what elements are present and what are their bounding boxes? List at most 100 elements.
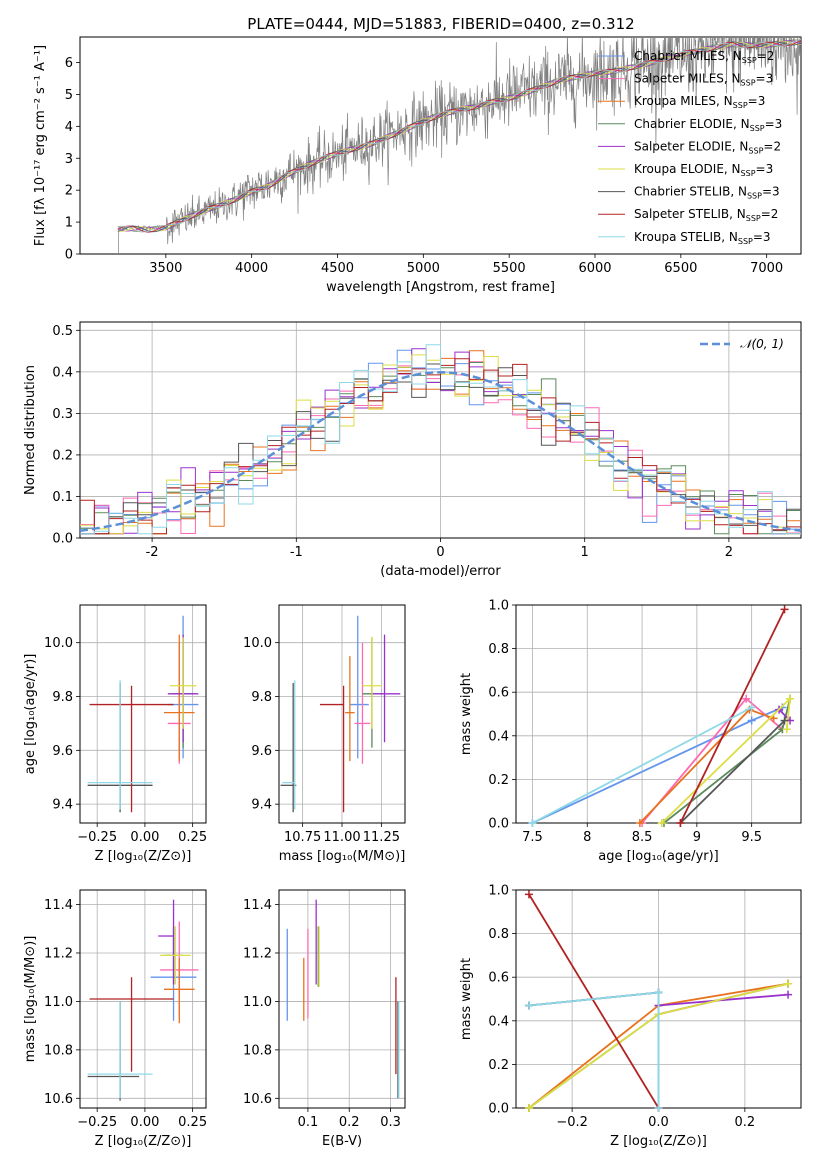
- x-tick-label: 9: [693, 830, 701, 845]
- y-tick-label: 11.0: [44, 995, 73, 1010]
- legend-label: Salpeter MILES, NSSP=3: [634, 72, 773, 88]
- weight-marker: [780, 716, 789, 725]
- errorbar: [362, 637, 383, 748]
- y-tick-label: 0: [65, 248, 73, 263]
- errorbar: [169, 637, 197, 729]
- x-axis-label: wavelength [Angstrom, rest frame]: [326, 280, 555, 295]
- age_vs_weight-frame: [515, 604, 802, 824]
- weight-marker: [786, 694, 795, 703]
- weight-marker: [784, 990, 793, 999]
- legend-label: Salpeter STELIB, NSSP=2: [634, 207, 778, 223]
- x-tick-label: 5500: [493, 261, 526, 276]
- weight-marker: [635, 819, 644, 827]
- y-tick-label: 0.4: [488, 729, 509, 744]
- ebv_vs_mass-frame: [278, 889, 406, 1109]
- errorbar: [158, 899, 175, 985]
- x-tick-label: −0.25: [77, 1115, 117, 1130]
- z_vs_age-frame: [79, 604, 207, 824]
- errorbar: [89, 977, 174, 1072]
- y-tick-label: 9.6: [52, 744, 73, 759]
- y-tick-label: 9.4: [52, 798, 73, 813]
- x-tick-label: 8: [583, 830, 591, 845]
- weight-marker: [780, 605, 789, 614]
- errorbar: [371, 634, 401, 743]
- x-tick-label: 7000: [750, 261, 783, 276]
- weight-marker: [782, 725, 791, 734]
- y-axis-label: mass weight: [459, 673, 474, 755]
- model-spectrum-line: [117, 41, 801, 233]
- mass_vs_age-axes: 10.75 11.00 11.25 9.4 9.6 9.8 10.0 mass [log₁₀(…: [243, 604, 406, 864]
- weight-marker: [657, 819, 666, 827]
- y-tick-label: 0.2: [488, 1058, 509, 1073]
- x-tick-label: 0.25: [178, 1115, 207, 1130]
- weight-line: [528, 991, 660, 1108]
- model-spectrum-line: [117, 40, 801, 232]
- x-tick-label: 0.25: [178, 830, 207, 845]
- model-spectrum-line: [117, 40, 801, 232]
- errorbar: [164, 957, 195, 1024]
- weight-marker: [747, 716, 756, 725]
- x-tick-label: 0.00: [130, 1115, 159, 1130]
- x-tick-label: 0.1: [298, 1115, 319, 1130]
- x-tick-label: 0.2: [735, 1115, 756, 1130]
- y-tick-label: 10.0: [44, 636, 73, 651]
- y-tick-label: 11.0: [243, 995, 272, 1010]
- x-tick-label: 10.75: [284, 830, 321, 845]
- z_vs_weight-axes: −0.2 0.0 0.2 0.0 0.2 0.4 0.6 0.8 1.0 Z [log₁₀(Z/Z…: [459, 884, 802, 1149]
- y-tick-label: 5: [65, 88, 73, 103]
- x-tick-label: −0.25: [77, 830, 117, 845]
- residuals-frame: [79, 321, 802, 539]
- legend-label: Kroupa MILES, NSSP=3: [634, 94, 765, 110]
- x-tick-label: -1: [290, 545, 303, 560]
- x-tick-label: 0.2: [339, 1115, 360, 1130]
- x-tick-label: 1: [581, 545, 589, 560]
- errorbar: [164, 634, 195, 762]
- weight-marker: [747, 703, 756, 712]
- spectrum-legend: Chabrier MILES, NSSP=2 Salpeter MILES, NS…: [598, 49, 782, 246]
- errorbar: [282, 680, 296, 810]
- legend-label: Chabrier ELODIE, NSSP=3: [634, 117, 782, 133]
- y-tick-label: 10.0: [243, 636, 272, 651]
- weight-line: [679, 719, 786, 823]
- y-axis-label: Normed distribution: [23, 365, 38, 495]
- weight-line: [679, 609, 786, 823]
- ebv_vs_mass-axes: 0.1 0.2 0.3 10.6 10.8 11.0 11.2 11.4 E(B-V): [243, 889, 406, 1149]
- x-axis-label: age [log₁₀(age/yr)]: [598, 849, 719, 864]
- legend-label: Kroupa ELODIE, NSSP=3: [634, 162, 773, 178]
- y-axis-label: mass weight: [459, 958, 474, 1040]
- legend-label: 𝒩(0, 1): [740, 337, 784, 351]
- weight-line: [658, 993, 789, 1007]
- y-tick-label: 0.6: [488, 686, 509, 701]
- y-tick-label: 1: [65, 216, 73, 231]
- errorbar: [354, 642, 371, 764]
- y-tick-label: 0.6: [488, 971, 509, 986]
- errorbar: [280, 683, 297, 813]
- y-tick-label: 0.5: [52, 324, 73, 339]
- weight-marker: [524, 890, 533, 899]
- weight-marker: [742, 694, 751, 703]
- errorbar: [362, 637, 382, 729]
- y-tick-label: 0.4: [488, 1014, 509, 1029]
- errorbar: [87, 1001, 153, 1099]
- y-tick-label: 0.0: [52, 532, 73, 547]
- errorbar: [87, 680, 153, 810]
- x-tick-label: 0.0: [648, 1115, 669, 1130]
- x-tick-label: 2: [725, 545, 733, 560]
- y-tick-label: 9.6: [251, 744, 272, 759]
- residuals-legend: 𝒩(0, 1): [700, 337, 784, 351]
- weight-line: [528, 893, 660, 1108]
- y-axis-label: age [log₁₀(age/yr)]: [23, 654, 38, 775]
- x-tick-label: 8.5: [632, 830, 653, 845]
- x-axis-label: Z [log₁₀(Z/Z⊙)]: [95, 849, 192, 864]
- x-tick-label: 6500: [664, 261, 697, 276]
- x-tick-label: 0.00: [130, 830, 159, 845]
- weight-line: [531, 706, 753, 823]
- z_vs_mass-frame: [79, 889, 207, 1109]
- weight-marker: [524, 1104, 533, 1112]
- y-tick-label: 1.0: [488, 884, 509, 899]
- legend-label: Salpeter ELODIE, NSSP=2: [634, 139, 781, 155]
- y-tick-label: 11.2: [243, 946, 272, 961]
- x-tick-label: 5000: [407, 261, 440, 276]
- y-tick-label: 0.8: [488, 927, 509, 942]
